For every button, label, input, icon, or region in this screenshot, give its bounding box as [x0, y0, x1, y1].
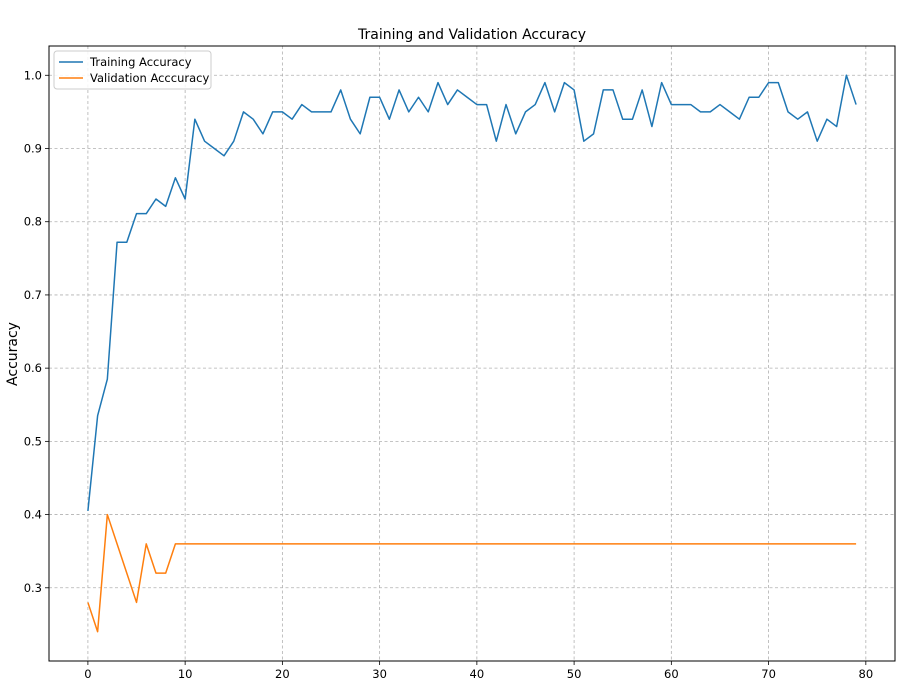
x-tick-label: 60	[664, 667, 679, 681]
legend-label: Validation Acccuracy	[90, 71, 209, 85]
y-tick-label: 1.0	[24, 68, 42, 82]
series-lines	[87, 74, 857, 633]
x-tick-label: 0	[84, 667, 91, 681]
legend-box	[53, 50, 212, 90]
y-axis-label: Accuracy	[5, 322, 21, 386]
y-tick-label: 0.7	[24, 288, 42, 302]
legend: Training Accuracy Validation Acccuracy	[53, 50, 212, 90]
x-tick-label: 40	[470, 667, 485, 681]
axis-ticks: 0 10 20 30 40 50 60 70 80 0.3 0.4 0.5 0.6 0.7 0.8 0.9 1.…	[24, 68, 873, 681]
x-tick-label: 10	[178, 667, 193, 681]
y-tick-label: 0.3	[24, 581, 42, 595]
chart-title: Training and Validation Accuracy	[357, 27, 586, 43]
series-line-1	[87, 513, 857, 633]
x-tick-label: 30	[372, 667, 387, 681]
x-tick-label: 20	[275, 667, 290, 681]
y-tick-label: 0.8	[24, 215, 42, 229]
y-tick-label: 0.6	[24, 361, 42, 375]
x-tick-label: 70	[761, 667, 776, 681]
y-tick-label: 0.4	[24, 508, 42, 522]
x-tick-label: 50	[567, 667, 582, 681]
series-line-0	[87, 74, 857, 511]
legend-label: Training Accuracy	[89, 55, 192, 69]
x-tick-label: 80	[859, 667, 874, 681]
grid-lines	[49, 46, 895, 661]
y-tick-label: 0.9	[24, 142, 42, 156]
plot-area-frame	[48, 45, 896, 662]
y-tick-label: 0.5	[24, 434, 42, 448]
